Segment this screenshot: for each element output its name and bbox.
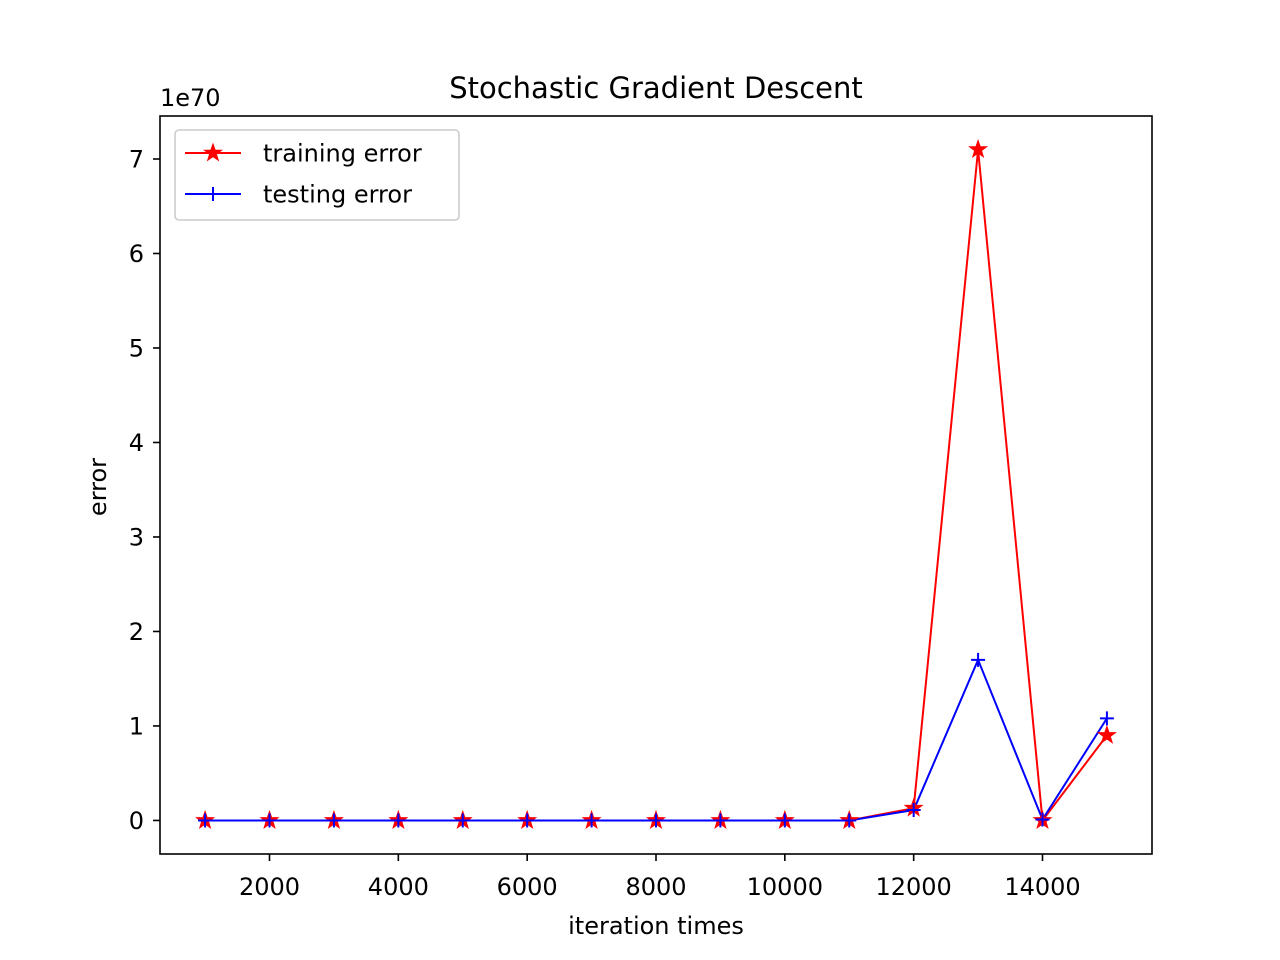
x-tick-label: 6000 — [497, 873, 558, 901]
legend-marker — [206, 187, 220, 201]
data-point-plus — [198, 813, 213, 828]
data-point-plus — [906, 803, 921, 818]
data-point-plus — [649, 813, 663, 828]
x-tick-label: 2000 — [239, 873, 300, 901]
data-point-plus — [842, 813, 857, 828]
x-tick-label: 12000 — [875, 873, 951, 901]
data-point-plus — [777, 813, 792, 828]
y-tick-label: 4 — [129, 429, 144, 457]
data-point-plus — [713, 813, 728, 828]
y-axis: 0 1 2 3 4 5 6 7 — [129, 145, 160, 835]
x-axis-label: iteration times — [568, 912, 744, 940]
legend-frame — [174, 129, 460, 221]
y-tick-label: 0 — [129, 807, 144, 835]
y-tick-label: 1 — [129, 712, 144, 740]
x-tick-label: 10000 — [747, 873, 823, 901]
axes-frame — [159, 115, 1153, 855]
data-point-plus — [1035, 812, 1050, 827]
y-tick-label: 5 — [129, 334, 144, 362]
legend-label: training error — [263, 140, 422, 168]
data-point-plus — [326, 813, 341, 828]
data-point-star — [968, 139, 989, 159]
data-point-plus — [584, 813, 599, 828]
y-tick-label: 2 — [129, 618, 144, 646]
legend-label: testing error — [263, 181, 412, 209]
data-point-plus — [455, 813, 470, 828]
y-tick-label: 6 — [129, 240, 144, 268]
plot-area — [195, 139, 1117, 829]
x-tick-label: 8000 — [625, 873, 686, 901]
chart-title: Stochastic Gradient Descent — [449, 71, 863, 105]
x-axis: 2000 4000 6000 8000 10000 12000 14000 — [239, 854, 1081, 901]
y-axis-offset-label: 1e70 — [160, 84, 221, 112]
data-point-plus — [971, 652, 986, 667]
data-point-plus — [391, 813, 406, 828]
y-axis-label: error — [84, 458, 112, 516]
x-tick-label: 4000 — [368, 873, 429, 901]
data-point-plus — [262, 813, 277, 828]
y-tick-label: 3 — [129, 523, 144, 551]
y-tick-label: 7 — [129, 145, 144, 173]
legend-marker — [202, 142, 224, 162]
data-point-plus — [520, 813, 535, 828]
legend: training error testing error — [174, 129, 460, 221]
x-tick-label: 14000 — [1004, 873, 1080, 901]
data-point-star — [1096, 724, 1117, 744]
data-point-plus — [1099, 711, 1114, 726]
